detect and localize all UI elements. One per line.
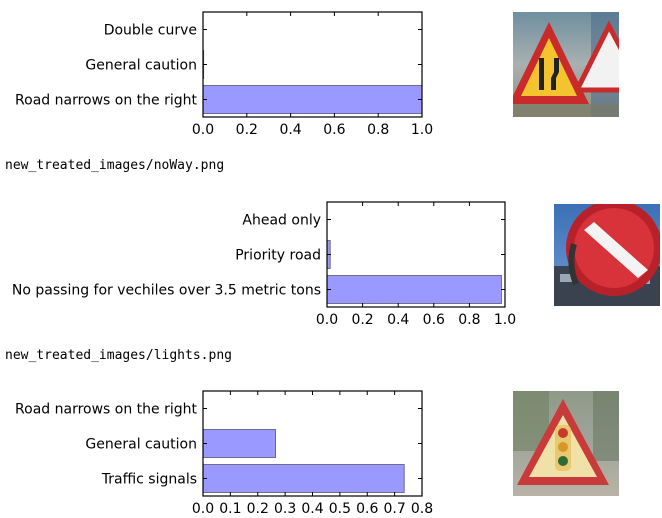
x-tick-label: 1.0 — [494, 312, 516, 328]
category-label: Road narrows on the right — [15, 93, 197, 109]
bar — [202, 464, 405, 493]
prediction-chart-road-narrows: Road narrows on the right General caution… — [15, 11, 433, 138]
lights-thumbnail — [513, 391, 619, 496]
category-label: Priority road — [235, 248, 321, 264]
no-entry-sign-icon — [554, 204, 660, 306]
image-filename-lights: new_treated_images/lights.png — [5, 348, 232, 363]
x-tick-label: 0.6 — [356, 501, 378, 517]
x-tick-label: 0.5 — [329, 501, 351, 517]
x-tick-label: 0.8 — [458, 312, 480, 328]
x-tick-label: 0.0 — [192, 501, 214, 517]
category-label: Ahead only — [242, 213, 321, 229]
no-way-thumbnail — [554, 204, 660, 306]
category-label: Traffic signals — [101, 472, 197, 488]
bar — [326, 275, 502, 304]
x-tick-label: 0.2 — [247, 501, 269, 517]
x-tick-label: 0.6 — [323, 122, 345, 138]
x-tick-label: 0.0 — [192, 122, 214, 138]
prediction-chart-no-way: No passing for vechiles over 3.5 metric … — [12, 201, 516, 328]
x-tick-label: 0.4 — [301, 501, 323, 517]
x-tick-label: 0.8 — [411, 501, 433, 517]
prediction-chart-lights: Traffic signals General caution Road narro… — [15, 390, 433, 517]
x-tick-label: 0.2 — [351, 312, 373, 328]
category-label: Road narrows on the right — [15, 402, 197, 418]
x-tick-label: 0.4 — [279, 122, 301, 138]
road-narrows-thumbnail — [513, 12, 619, 117]
road-narrows-warning-sign-icon — [513, 12, 619, 117]
x-tick-label: 0.8 — [367, 122, 389, 138]
x-tick-label: 0.2 — [236, 122, 258, 138]
category-label: Double curve — [104, 23, 197, 39]
x-tick-label: 0.7 — [383, 501, 405, 517]
traffic-signals-warning-sign-icon — [513, 391, 619, 496]
x-tick-label: 0.6 — [423, 312, 445, 328]
image-filename-noway: new_treated_images/noWay.png — [5, 158, 225, 173]
bar — [202, 85, 423, 114]
category-label: General caution — [85, 437, 197, 453]
category-label: No passing for vechiles over 3.5 metric … — [12, 283, 321, 299]
category-label: General caution — [85, 58, 197, 74]
bar — [202, 429, 276, 458]
x-tick-label: 0.0 — [316, 312, 338, 328]
x-tick-label: 1.0 — [411, 122, 433, 138]
x-tick-label: 0.1 — [219, 501, 241, 517]
x-tick-label: 0.3 — [274, 501, 296, 517]
x-tick-label: 0.4 — [387, 312, 409, 328]
